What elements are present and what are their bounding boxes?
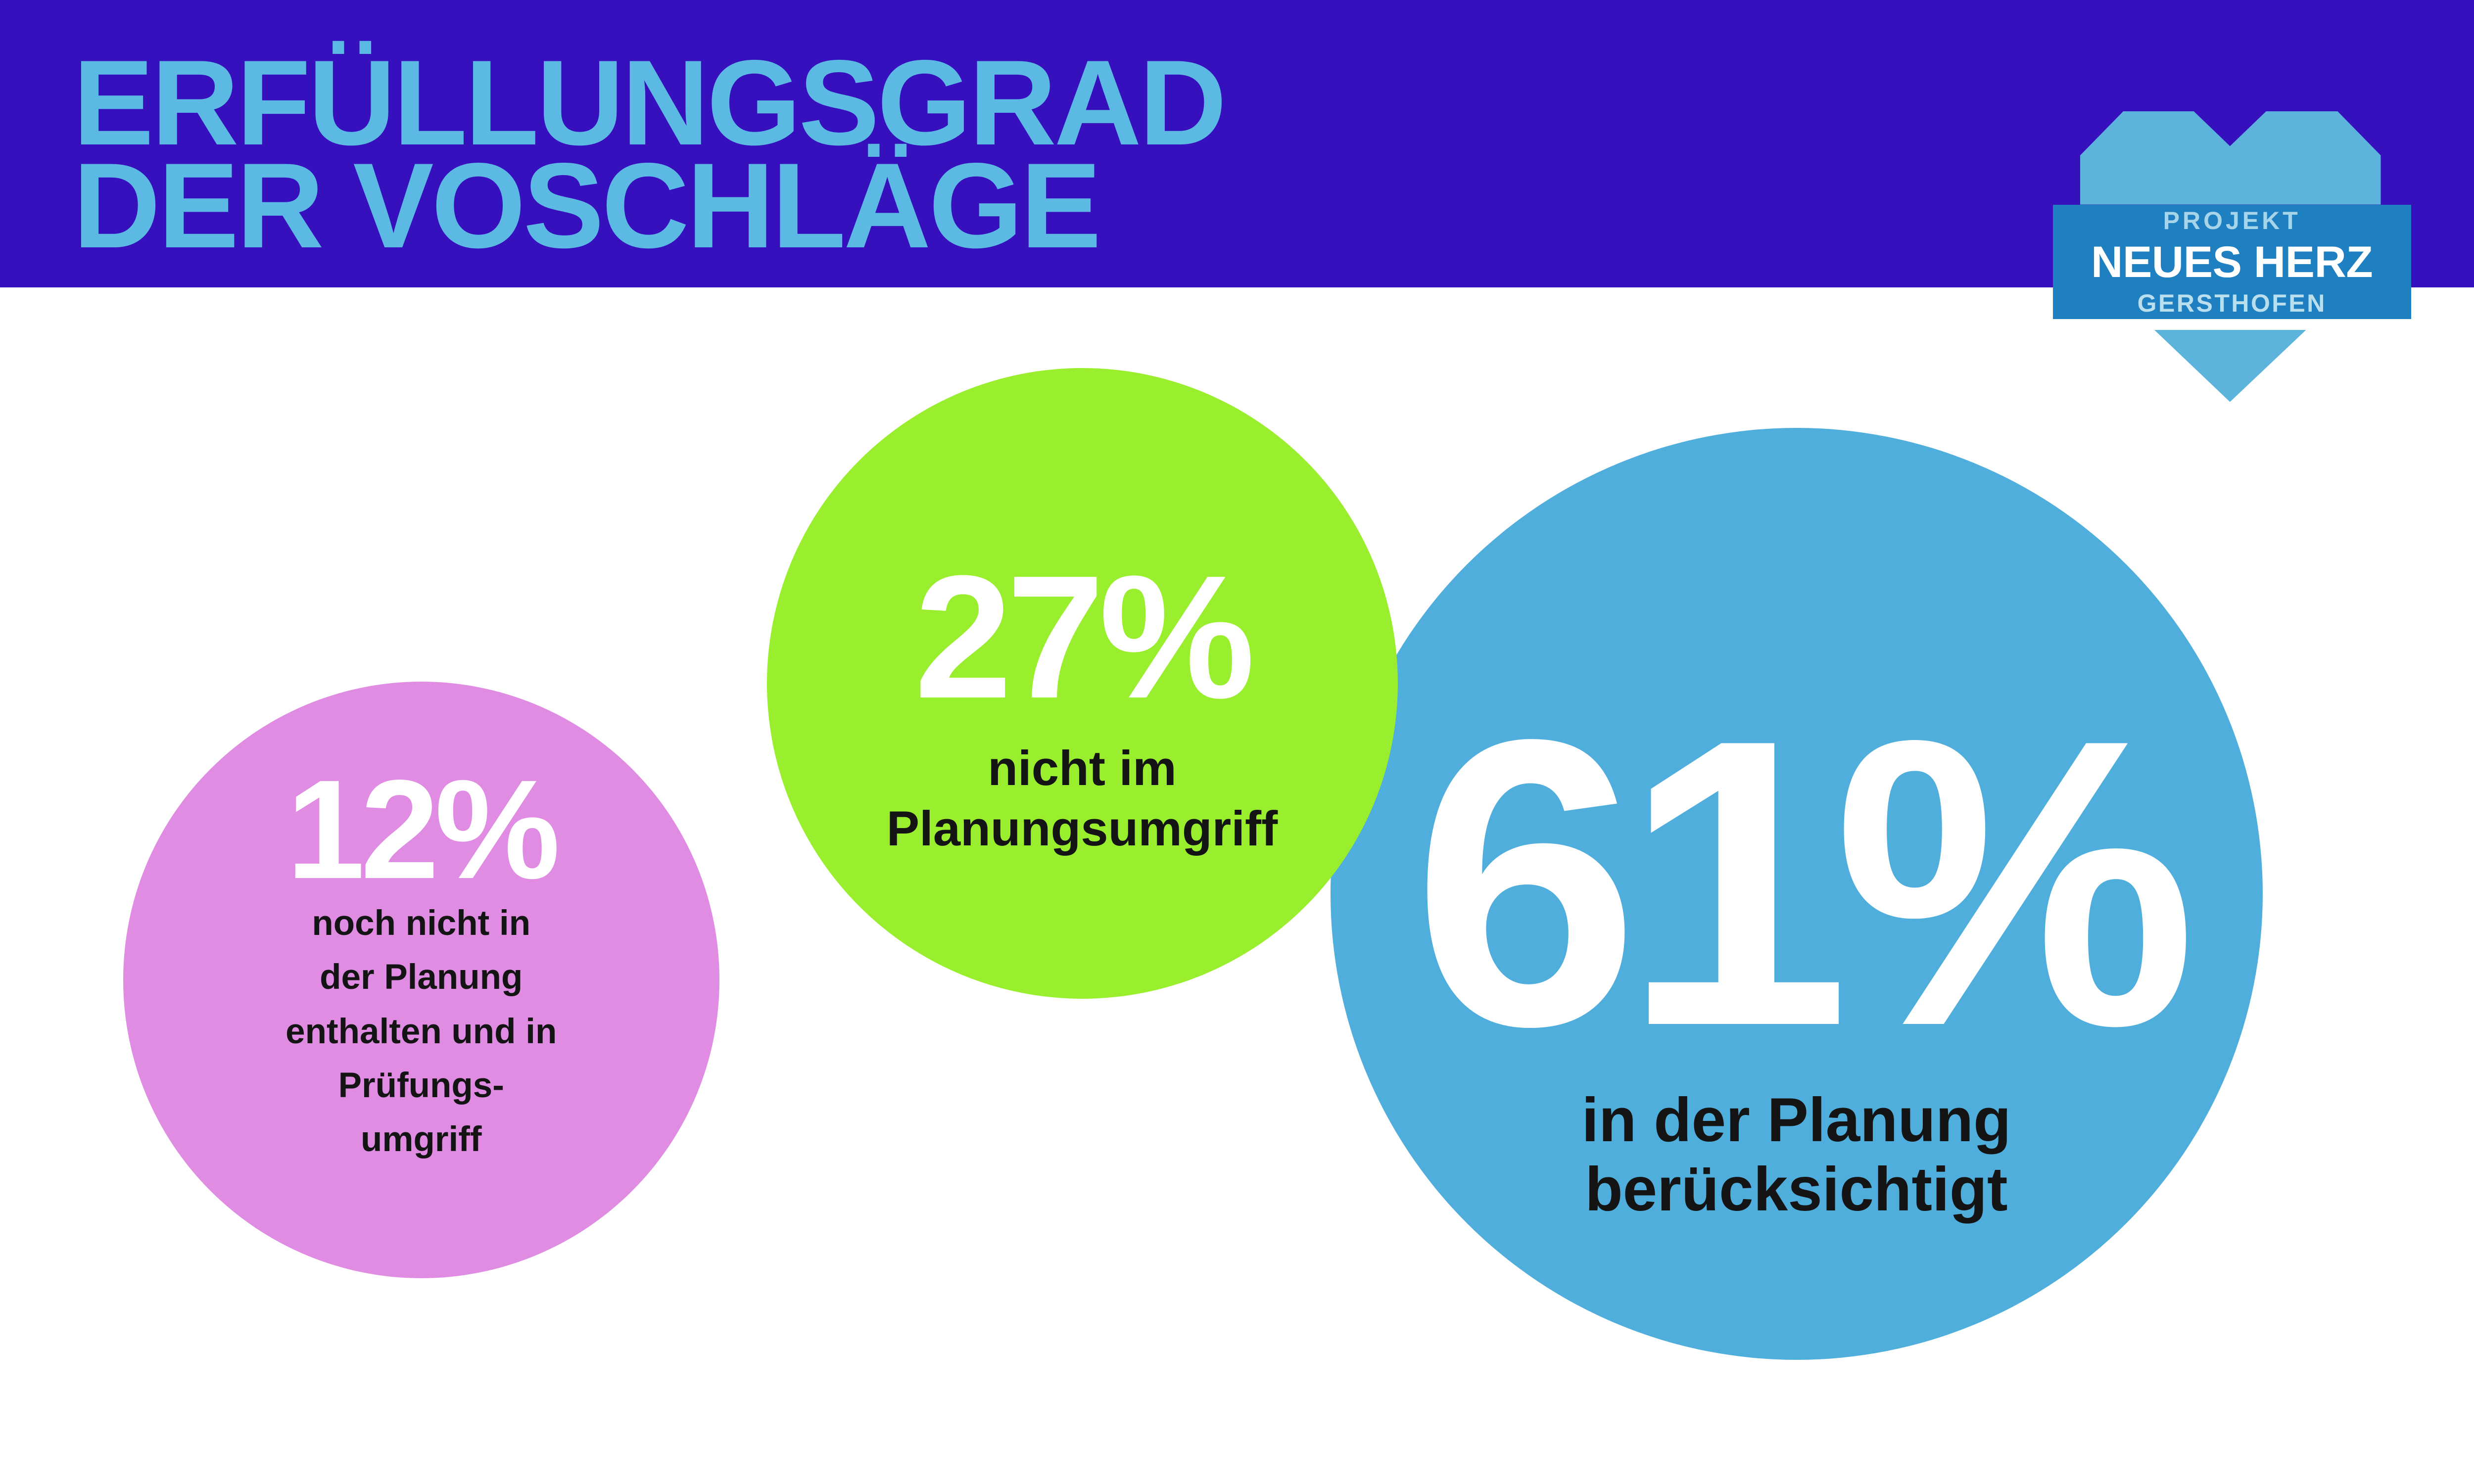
bubble-description: nicht im Planungsumgriff [767,739,1398,859]
description-line: noch nicht in [312,903,531,943]
description-line: enthalten und in [285,1012,557,1051]
heart-lobes-icon [2080,111,2381,205]
bubble-value-label: 61% [1412,654,2196,1111]
bubble-description: in der Planung berücksichtigt [1331,1086,2263,1224]
description-line: nicht im [988,741,1177,796]
heart-tip-icon [2154,329,2306,402]
infographic-slide: ERFÜLLUNGSGRAD DER VOSCHLÄGE PROJEKT NEU… [0,0,2474,1360]
header-band: ERFÜLLUNGSGRAD DER VOSCHLÄGE [0,0,2474,288]
logo-projekt-label: PROJEKT [2163,206,2301,234]
title-line-2: DER VOSCHLÄGE [73,137,1101,273]
page-title: ERFÜLLUNGSGRAD DER VOSCHLÄGE [73,34,1227,273]
bubble-61-percent: 61% in der Planung berücksichtigt [1330,428,2263,1360]
logo-gersthofen-label: GERSTHOFEN [2137,289,2327,317]
bubble-value-label: 27% [914,539,1255,735]
bubble-12-percent: 12% noch nicht in der Planung enthalten … [123,682,720,1278]
bubble-value-label: 12% [286,750,560,908]
description-line: berücksichtigt [1585,1155,2008,1224]
bubble-description: noch nicht in der Planung enthalten und … [123,896,720,1167]
logo-name: NEUES HERZ [2091,236,2373,286]
logo-box: PROJEKT NEUES HERZ GERSTHOFEN [2053,204,2411,319]
fulfillment-bubble-chart: 12% noch nicht in der Planung enthalten … [123,368,2263,1360]
heart-lobes-shape [2080,111,2381,205]
bubble-27-percent: 27% nicht im Planungsumgriff [766,368,1398,999]
heart-tip-shape [2154,329,2306,402]
description-line: Prüfungs- [338,1066,504,1105]
description-line: Planungsumgriff [886,801,1278,856]
project-logo: PROJEKT NEUES HERZ GERSTHOFEN [2053,111,2411,402]
title-line-1: ERFÜLLUNGSGRAD [73,34,1227,170]
description-line: in der Planung [1581,1086,2011,1155]
description-line: umgriff [360,1120,482,1159]
description-line: der Planung [320,958,523,997]
